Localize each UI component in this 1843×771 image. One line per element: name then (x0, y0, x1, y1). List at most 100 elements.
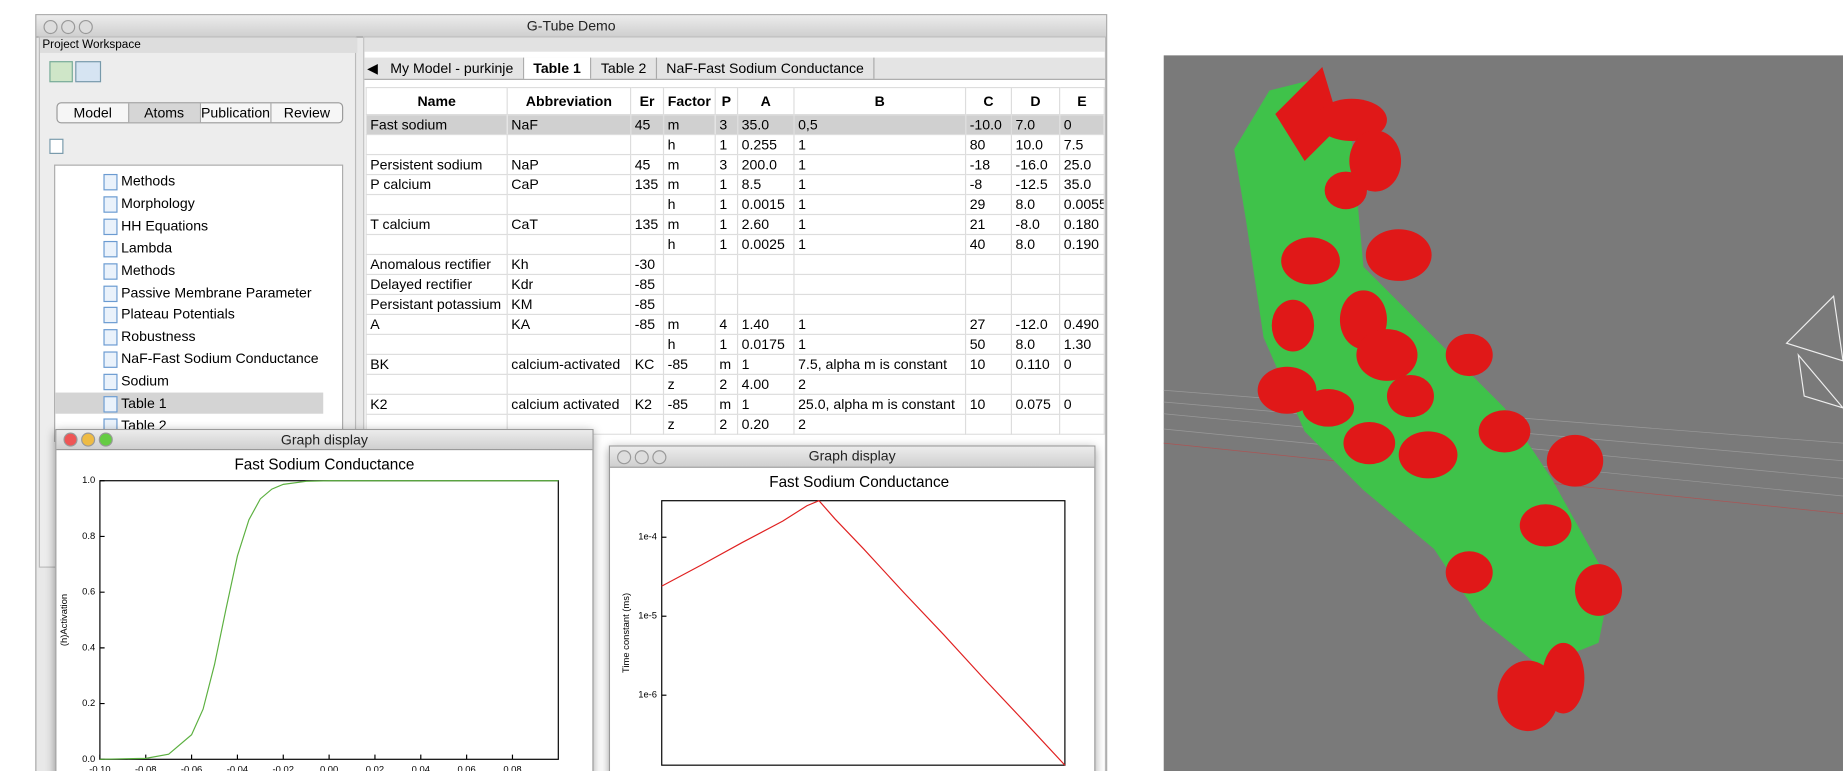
table-cell: 0.110 (1010, 353, 1061, 375)
tree-item[interactable]: Sodium (103, 370, 169, 391)
table-cell: 8.0 (1010, 233, 1061, 256)
table-cell: 25.0 (1059, 153, 1105, 176)
table-cell: BK (365, 353, 508, 375)
tree-item[interactable]: Table 1 (55, 392, 324, 414)
window-title: Graph display (808, 447, 896, 465)
table-cell (1059, 253, 1105, 276)
table-cell: 10 (964, 393, 1013, 415)
table-row: Fast sodium NaF 45 m 3 35.0 0,5 -10.0 7.0 0 (365, 114, 1105, 136)
table-cell: CaT (506, 213, 632, 236)
title-bar: Graph display (56, 430, 593, 452)
table-cell (714, 253, 739, 276)
table-cell: 1 (793, 133, 967, 156)
plot-frame (99, 480, 559, 760)
doc-icon (103, 173, 118, 191)
table-row: Delayed rectifier Kdr -85 (365, 273, 1105, 296)
table-cell: m (662, 213, 716, 236)
table-cell (506, 333, 632, 355)
table-cell: 21 (964, 213, 1013, 236)
table-cell: 1 (793, 173, 967, 196)
graph-window: Graph display Fast Sodium Conductance Tim… (608, 445, 1096, 771)
tree-item[interactable]: Passive Membrane Parameter (103, 282, 312, 303)
tab[interactable]: NaF-Fast Sodium Conductance (657, 57, 875, 79)
doc-icon (103, 396, 118, 413)
table-row: z 2 0.20 2 (365, 413, 1105, 435)
table-cell (630, 193, 665, 216)
window-buttons[interactable] (63, 432, 116, 452)
table-cell: -30 (630, 253, 665, 276)
table-cell: 0.0025 (736, 233, 795, 256)
tree-item[interactable]: Methods (103, 170, 175, 191)
table-cell: 135 (630, 173, 665, 196)
table-cell (736, 293, 795, 316)
table-row: h 1 0.255 1 80 10.0 7.5 (365, 133, 1105, 156)
tree-item[interactable]: HH Equations (103, 215, 208, 236)
table-cell: calcium activated (506, 393, 632, 415)
line (661, 500, 1066, 766)
table-cell: -85 (630, 293, 665, 316)
table-cell: 35.0 (1059, 173, 1105, 196)
doc-icon (103, 240, 118, 258)
y-tick-label: 0.4 (82, 641, 95, 652)
window-buttons[interactable] (43, 19, 96, 40)
tree-label: Methods (121, 261, 176, 279)
table-cell: -85 (630, 313, 665, 335)
table-cell: KA (506, 313, 632, 335)
table-cell: 200.0 (736, 153, 795, 176)
tab[interactable]: Table 1 (523, 57, 592, 79)
tree-item[interactable]: Plateau Potentials (103, 304, 235, 325)
tab[interactable]: Review (270, 103, 342, 123)
tree-item[interactable]: Lambda (103, 237, 172, 258)
tree-item[interactable]: Methods (103, 259, 176, 280)
window-buttons[interactable] (617, 450, 670, 470)
x-tick-label: 0.04 (412, 763, 430, 771)
axes-gizmo (1785, 294, 1843, 409)
tab[interactable]: Atoms (127, 103, 200, 123)
table-cell: 1 (793, 333, 967, 355)
table-cell (365, 193, 508, 216)
table-cell (736, 273, 795, 296)
icon (49, 138, 64, 154)
table-cell: Persistent sodium (365, 153, 508, 176)
table-cell: 1 (714, 133, 739, 156)
tab[interactable]: My Model - purkinje (381, 57, 524, 79)
title-bar: G-Tube Demo (36, 15, 1107, 40)
tab[interactable]: Publication (199, 103, 271, 123)
table-cell (1010, 273, 1061, 296)
table-cell (630, 333, 665, 355)
table-cell: -85 (630, 273, 665, 296)
table-cell: h (662, 233, 716, 256)
table-row: z 2 4.00 2 (365, 373, 1105, 395)
x-tick-label: -0.08 (135, 763, 156, 771)
table-cell: NaF (506, 114, 632, 136)
tree-label: Plateau Potentials (121, 306, 235, 323)
tab[interactable]: Model (73, 104, 112, 122)
table-cell: 4.00 (736, 373, 795, 395)
table-cell: m (662, 313, 716, 335)
x-tick-label: 0.08 (503, 763, 521, 771)
plot: Fast Sodium Conductance Time constant (ms… (620, 474, 1066, 766)
table-cell: 1 (793, 313, 967, 335)
tab-strip: Model Atoms Publication Review (56, 102, 344, 124)
tree-label: NaF-Fast Sodium Conductance (121, 350, 319, 367)
table-cell (964, 273, 1013, 296)
tree-item[interactable]: Morphology (103, 193, 195, 214)
table-cell: 0.180 (1059, 213, 1105, 236)
open-icon[interactable] (75, 61, 102, 83)
x-tick-label: -0.06 (181, 763, 202, 771)
table-cell: 7.5 (1059, 133, 1105, 156)
tab[interactable]: Table 2 (591, 57, 657, 79)
tree-label: Robustness (121, 328, 196, 345)
table-cell: -85 (662, 353, 716, 375)
new-icon[interactable] (49, 61, 73, 83)
x-tick-label: -0.02 (273, 763, 294, 771)
tree-item[interactable]: Robustness (103, 326, 196, 347)
table-cell: 1.40 (736, 313, 795, 335)
table-cell: A (365, 313, 508, 335)
table-cell: h (662, 133, 716, 156)
table-cell: -16.0 (1010, 153, 1061, 176)
table-cell: 1 (714, 213, 739, 236)
tree-item[interactable]: NaF-Fast Sodium Conductance (103, 348, 319, 369)
